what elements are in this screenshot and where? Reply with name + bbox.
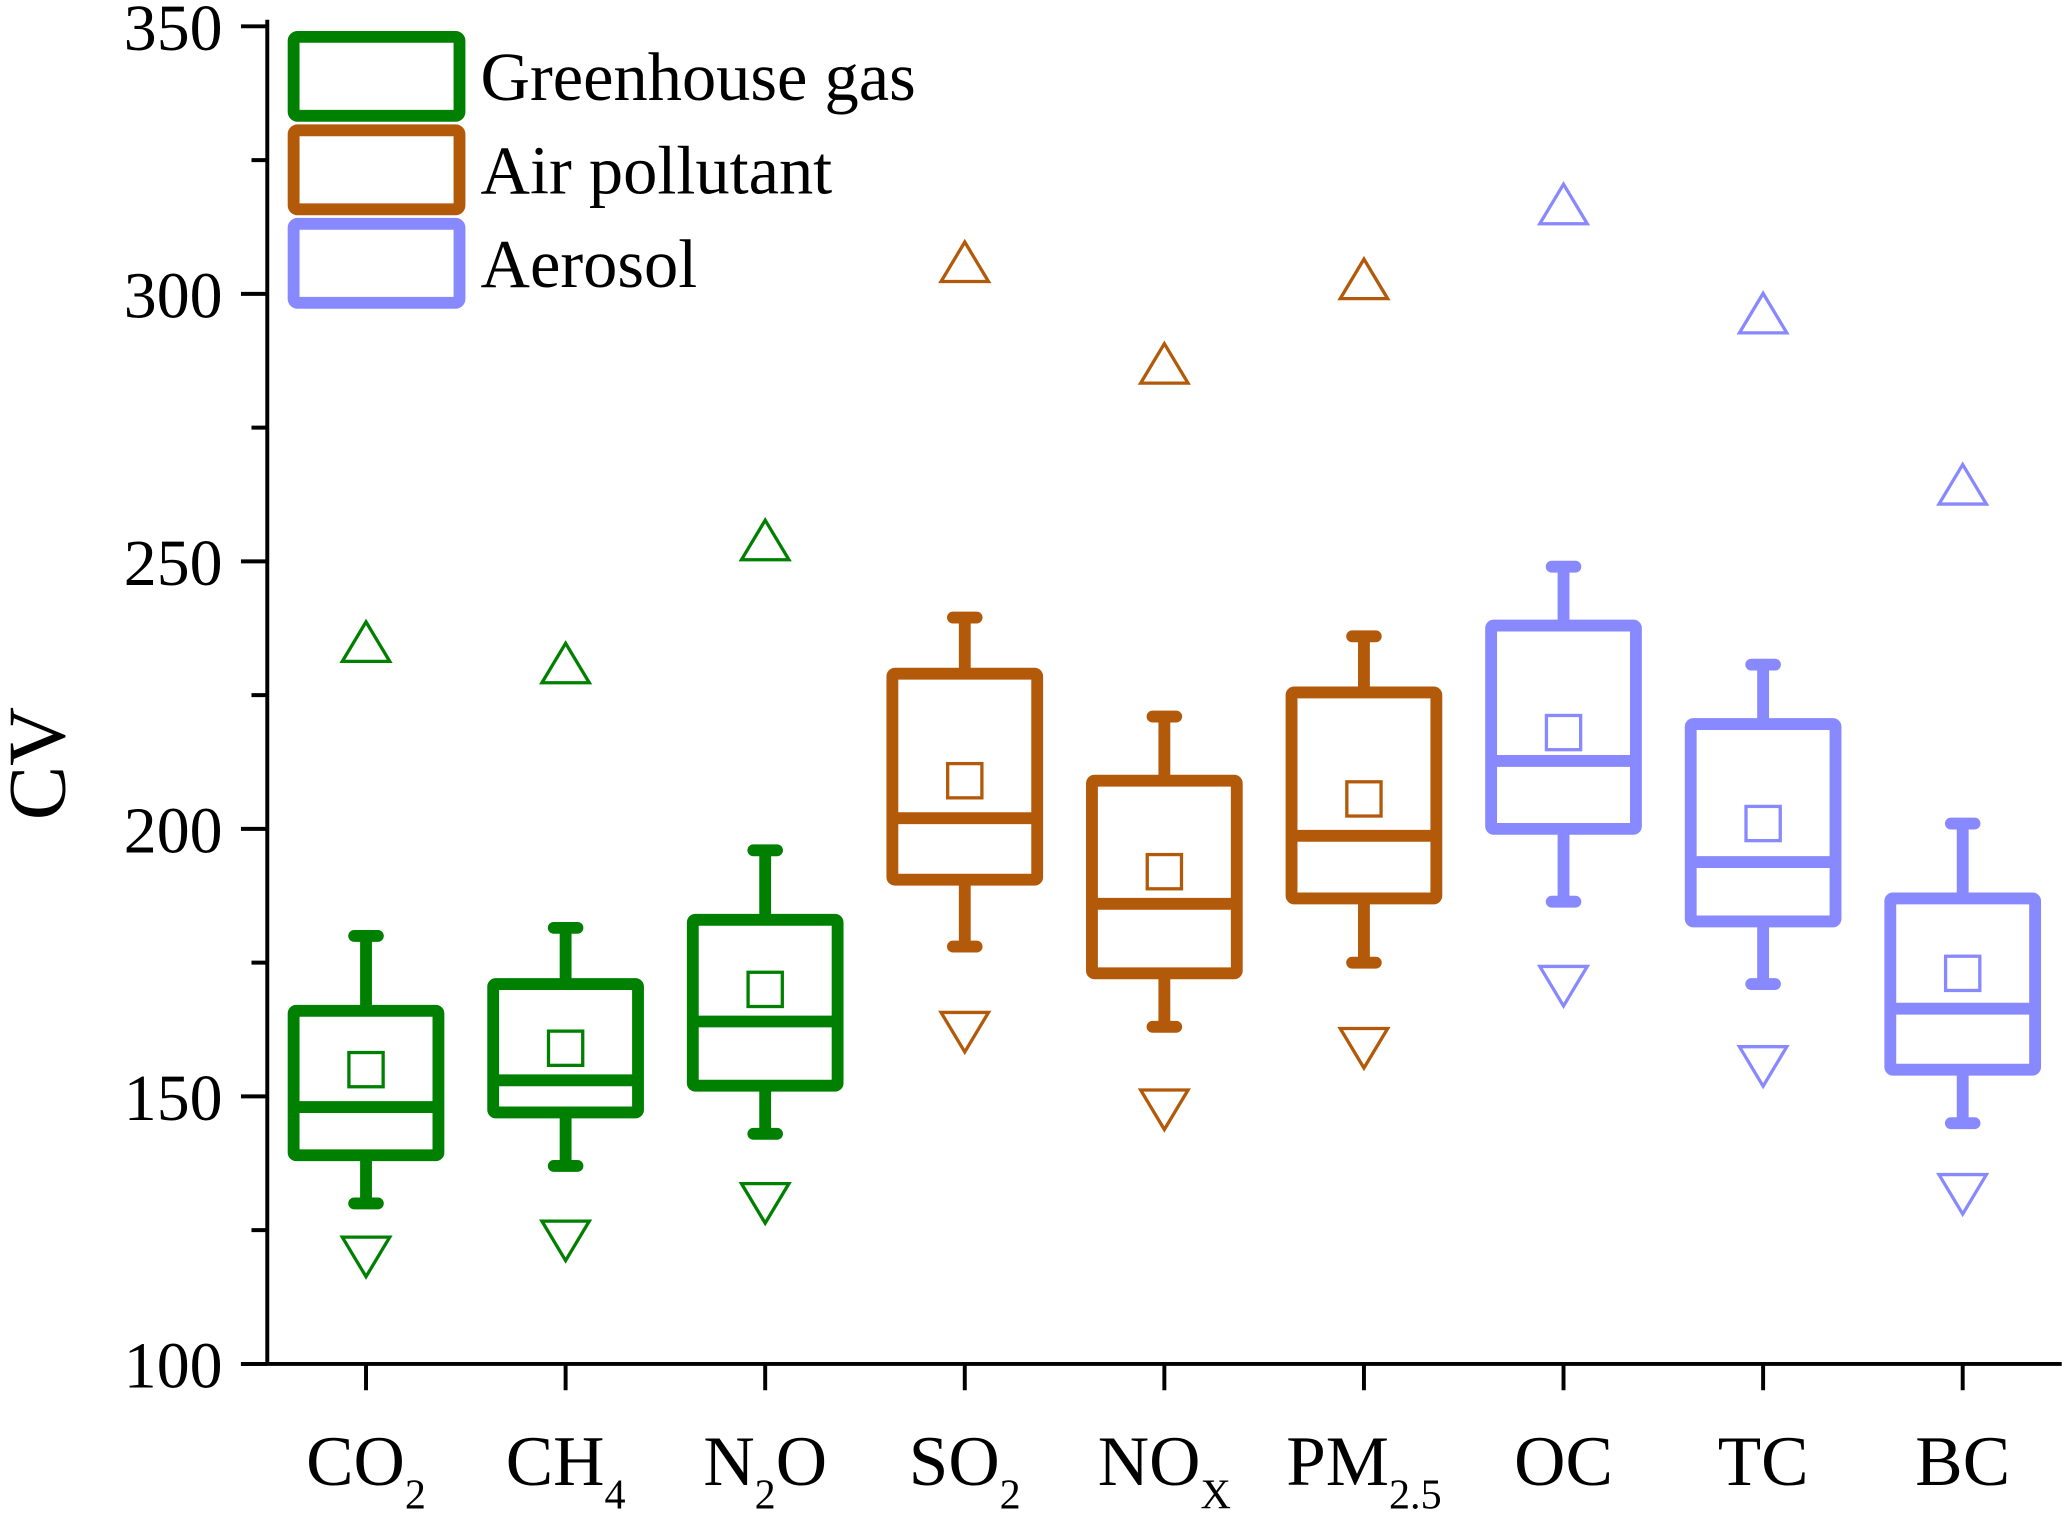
box-bc (1884, 461, 2042, 1218)
iqr-box (1884, 892, 2042, 1076)
legend-label: Aerosol (481, 226, 698, 302)
min-marker (1337, 1026, 1391, 1072)
mean-marker (347, 1050, 385, 1089)
box-noX (1086, 340, 1243, 1133)
min-marker (539, 1219, 593, 1264)
y-tick-label: 250 (124, 527, 223, 600)
iqr-box (487, 978, 644, 1119)
min-marker (1736, 1045, 1790, 1090)
max-marker (539, 640, 593, 685)
max-marker (938, 238, 992, 284)
min-marker (1536, 964, 1591, 1010)
mean-marker (1544, 713, 1583, 752)
box-tc (1684, 290, 1842, 1090)
x-tick-label: PM2.5 (1286, 1423, 1441, 1514)
legend-label: Greenhouse gas (481, 39, 916, 115)
y-tick-label: 350 (124, 0, 223, 65)
iqr-box (886, 667, 1044, 886)
mean-marker (1345, 780, 1383, 818)
y-tick-label: 200 (124, 795, 223, 868)
max-marker (1536, 181, 1591, 226)
max-marker (1337, 255, 1391, 301)
max-marker (339, 618, 393, 664)
legend-swatch (287, 30, 466, 122)
y-axis-label: CV (0, 707, 83, 820)
iqr-box (1086, 774, 1243, 980)
legend: Greenhouse gas Air pollutant Aerosol (287, 30, 916, 309)
box-ch4 (487, 640, 644, 1264)
iqr-box (686, 913, 844, 1092)
mean-marker (1943, 954, 1982, 993)
x-tick-label: SO2 (909, 1423, 1021, 1514)
x-tick-label: N2O (703, 1423, 827, 1514)
axes: 100 150 200 250 300 350 CO2 CH4 N2O SO2 NOX PM2.5 OC… (124, 0, 2062, 1514)
legend-swatch (287, 217, 466, 309)
legend-swatch (287, 124, 466, 216)
max-marker (1736, 290, 1790, 335)
iqr-box (1285, 686, 1443, 905)
boxes (287, 181, 2042, 1280)
x-tick-label: BC (1915, 1423, 2010, 1501)
min-marker (339, 1235, 393, 1280)
mean-marker (546, 1029, 585, 1068)
x-tick-label: CO2 (306, 1423, 426, 1514)
box-co2 (287, 618, 445, 1280)
x-tick-label: TC (1718, 1423, 1809, 1501)
max-marker (1936, 461, 1990, 506)
min-marker (1936, 1172, 1990, 1218)
box-n2 (686, 517, 844, 1227)
min-marker (938, 1010, 992, 1056)
legend-label: Air pollutant (481, 133, 833, 209)
mean-marker (1744, 804, 1782, 843)
box-pm2.5 (1285, 255, 1443, 1072)
y-tick-label: 300 (124, 260, 223, 333)
box-so2 (886, 238, 1044, 1056)
x-tick-label: CH4 (506, 1423, 626, 1514)
iqr-box (1485, 619, 1642, 835)
mean-marker (746, 970, 784, 1009)
max-marker (1137, 340, 1191, 385)
y-tick-label: 100 (124, 1330, 223, 1403)
iqr-box (1684, 718, 1842, 928)
min-marker (1137, 1088, 1191, 1133)
iqr-box (287, 1004, 445, 1162)
mean-marker (946, 761, 984, 800)
mean-marker (1145, 852, 1184, 891)
x-tick-label: NOX (1098, 1423, 1231, 1514)
max-marker (738, 517, 792, 562)
x-tick-label: OC (1514, 1423, 1613, 1501)
box-oc (1485, 181, 1642, 1010)
y-tick-label: 150 (124, 1062, 223, 1135)
min-marker (738, 1182, 792, 1227)
